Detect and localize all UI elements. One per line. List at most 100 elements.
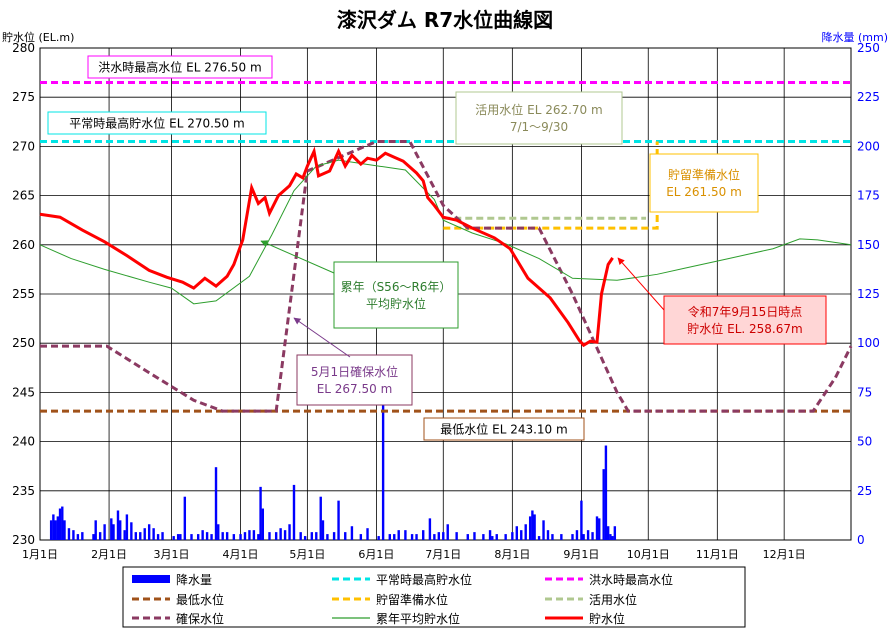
rain-bar xyxy=(103,524,106,540)
rain-bar xyxy=(528,516,532,540)
legend-label-use: 活用水位 xyxy=(589,592,637,607)
rain-bar xyxy=(466,534,469,540)
rain-bar xyxy=(410,534,414,540)
rain-bar xyxy=(143,528,146,540)
rain-bar xyxy=(602,469,605,540)
rain-bar xyxy=(152,528,155,540)
y-axis-left-label: 貯水位 (EL.m) xyxy=(2,30,74,44)
annotation-text-min: 最低水位 EL 243.10 m xyxy=(440,422,567,437)
rain-bar xyxy=(76,534,80,540)
rain-bar xyxy=(67,528,71,540)
annotation-arrow-secure xyxy=(293,317,351,358)
rain-bar xyxy=(139,532,142,540)
x-tick-label: 8月1日 xyxy=(494,548,530,561)
rain-bar xyxy=(257,534,260,540)
rain-bar xyxy=(134,532,138,540)
rain-bar xyxy=(606,526,610,540)
rain-bar xyxy=(422,530,425,540)
rain-bar xyxy=(292,484,296,540)
chart-title: 漆沢ダム R7水位曲線図 xyxy=(337,8,553,32)
rain-bar xyxy=(515,526,518,540)
rain-bar xyxy=(288,524,291,540)
rain-bar xyxy=(243,532,247,540)
rain-bar xyxy=(609,534,612,540)
rain-bar xyxy=(388,534,391,540)
y-axis-right-label: 降水量 (mm) xyxy=(821,30,888,44)
rain-bar xyxy=(49,520,53,540)
rain-bar xyxy=(56,516,60,540)
annotation-box-normal xyxy=(47,111,267,135)
rain-bar xyxy=(491,536,494,540)
rain-bar xyxy=(520,530,523,540)
y-tick-label-left: 270 xyxy=(12,139,35,153)
y-tick-label-left: 260 xyxy=(12,238,35,252)
annotation-box-current xyxy=(663,295,827,345)
rain-bar xyxy=(524,524,527,540)
rain-bar xyxy=(225,532,229,540)
rain-bar xyxy=(214,467,218,540)
rain-bar xyxy=(98,532,102,540)
rain-bar xyxy=(125,514,129,540)
rain-bar xyxy=(488,530,492,540)
y-tick-label-left: 255 xyxy=(12,287,35,301)
rain-bar xyxy=(344,532,347,540)
y-tick-label-right: 200 xyxy=(857,139,880,153)
rain-bar xyxy=(179,534,182,540)
rain-bar xyxy=(366,528,369,540)
rain-bar xyxy=(217,524,220,540)
rain-bar xyxy=(183,496,187,540)
annotation-box-secure xyxy=(296,354,413,406)
annotation-text-use: 7/1～9/30 xyxy=(510,120,568,134)
rain-bar xyxy=(221,532,224,540)
annotation-box-avg xyxy=(333,261,459,329)
rain-bar xyxy=(205,532,209,540)
x-tick-label: 12月1日 xyxy=(763,548,806,561)
annotation-box-use xyxy=(455,91,623,145)
rain-bar xyxy=(147,524,151,540)
rain-bar xyxy=(283,530,287,540)
rain-bar xyxy=(437,532,441,540)
annotation-text-normal: 平常時最高貯水位 EL 270.50 m xyxy=(69,116,244,131)
y-tick-label-left: 275 xyxy=(12,90,35,104)
legend-label-secure: 確保水位 xyxy=(176,611,224,626)
series-line-level xyxy=(39,146,614,348)
rain-bar xyxy=(210,534,213,540)
rain-bar xyxy=(604,445,608,540)
rain-bar xyxy=(381,362,385,540)
rain-bar xyxy=(161,532,164,540)
rain-bar xyxy=(586,530,590,540)
rain-bar xyxy=(433,534,436,540)
rain-bar xyxy=(575,530,579,540)
rain-bar xyxy=(72,530,75,540)
rain-bar xyxy=(428,518,432,540)
rain-bar xyxy=(261,508,265,540)
rain-bar xyxy=(580,500,583,540)
y-tick-label-right: 75 xyxy=(857,385,872,399)
rain-bar xyxy=(119,520,122,540)
rain-bar xyxy=(393,534,396,540)
x-tick-label: 11月1日 xyxy=(696,548,739,561)
y-tick-label-left: 280 xyxy=(12,41,35,55)
legend-label-flood: 洪水時最高水位 xyxy=(589,572,673,587)
annotation-box-prep xyxy=(649,153,759,213)
rain-bar xyxy=(156,534,160,540)
rain-bar xyxy=(415,534,418,540)
rain-bar xyxy=(259,486,262,540)
y-tick-label-right: 25 xyxy=(857,484,872,498)
rain-bar xyxy=(582,534,585,540)
legend-label-normal: 平常時最高貯水位 xyxy=(376,572,472,587)
y-tick-label-right: 225 xyxy=(857,90,880,104)
y-tick-label-right: 150 xyxy=(857,238,880,252)
annotation-text-avg: 累年（S56～R6年） xyxy=(341,280,452,294)
x-tick-label: 10月1日 xyxy=(627,548,670,561)
rain-bar xyxy=(110,518,113,540)
annotation-text-prep: 貯留準備水位 xyxy=(668,167,740,182)
legend-swatch-rain xyxy=(132,575,170,583)
annotation-text-flood: 洪水時最高水位 EL 276.50 m xyxy=(98,60,261,75)
y-tick-label-right: 250 xyxy=(857,41,880,55)
rain-bar xyxy=(531,510,534,540)
annotation-arrow-current xyxy=(617,257,665,311)
rain-bar xyxy=(172,536,175,540)
